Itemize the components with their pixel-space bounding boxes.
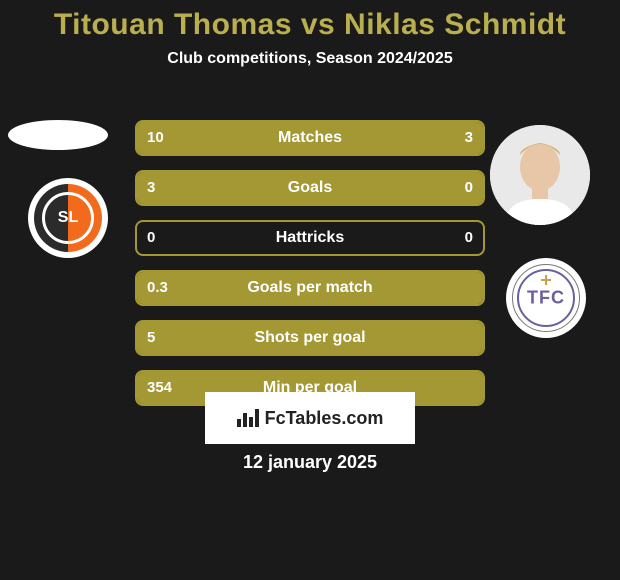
- bars-icon: [237, 409, 259, 427]
- stat-row: Goals3 0: [135, 170, 485, 206]
- subtitle: Club competitions, Season 2024/2025: [0, 50, 620, 68]
- avatar-left: [8, 120, 108, 150]
- stat-row: Hattricks0 0: [135, 220, 485, 256]
- stat-row: Shots per goal5: [135, 320, 485, 356]
- stat-value-left: 354: [147, 372, 172, 404]
- stat-value-right: 0: [465, 222, 473, 254]
- stats-area: Matches103Goals30Hattricks00Goals per ma…: [135, 120, 485, 420]
- fctables-badge: FcTables.com: [205, 392, 415, 444]
- stat-label: Matches: [137, 122, 483, 154]
- page-title: Titouan Thomas vs Niklas Schmidt: [0, 0, 620, 42]
- stat-value-left: 0: [147, 222, 155, 254]
- avatar-right: [490, 125, 590, 225]
- stat-value-left: 10: [147, 122, 164, 154]
- fctables-text: FcTables.com: [265, 408, 384, 429]
- stat-label: Goals: [137, 172, 483, 204]
- stat-value-right: 3: [465, 122, 473, 154]
- stat-value-left: 3: [147, 172, 155, 204]
- club-right-text: TFC: [513, 288, 579, 309]
- club-badge-right: TFC: [506, 258, 586, 338]
- stat-row: Matches10 3: [135, 120, 485, 156]
- stat-label: Hattricks: [137, 222, 483, 254]
- date-text: 12 january 2025: [0, 452, 620, 473]
- stat-value-left: 0.3: [147, 272, 168, 304]
- stat-value-right: 0: [465, 172, 473, 204]
- club-badge-left: SL: [28, 178, 108, 258]
- stat-label: Shots per goal: [137, 322, 483, 354]
- stat-label: Goals per match: [137, 272, 483, 304]
- stat-value-left: 5: [147, 322, 155, 354]
- cross-icon: [541, 275, 551, 285]
- stat-row: Goals per match0.3: [135, 270, 485, 306]
